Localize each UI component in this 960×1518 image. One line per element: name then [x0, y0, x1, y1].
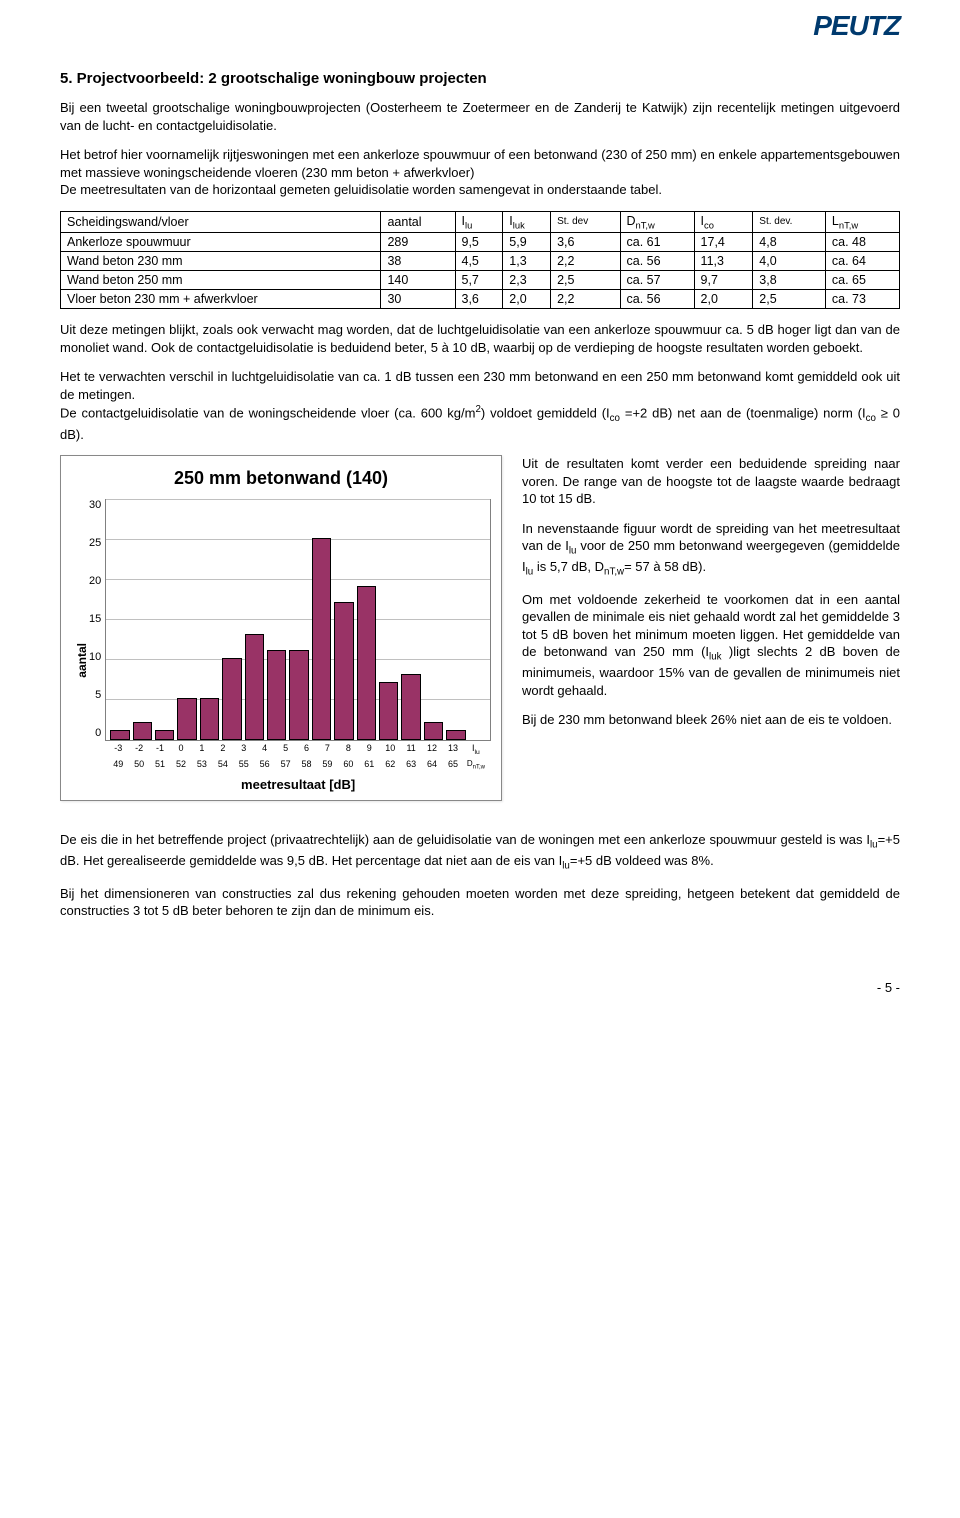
table-cell: 3,8 [753, 271, 826, 290]
para-4: De eis die in het betreffende project (p… [60, 831, 900, 873]
table-cell: 140 [381, 271, 455, 290]
table-header: Ilu [455, 211, 503, 233]
para-2: Het te verwachten verschil in luchtgelui… [60, 368, 900, 403]
table-cell: Wand beton 230 mm [61, 252, 381, 271]
chart-bar [312, 538, 331, 740]
table-header: Scheidingswand/vloer [61, 211, 381, 233]
table-cell: 2,0 [503, 290, 551, 309]
table-row: Ankerloze spouwmuur2899,55,93,6ca. 6117,… [61, 233, 900, 252]
table-header: DnT,w [620, 211, 694, 233]
chart-bar [110, 730, 129, 740]
right-para-3: Om met voldoende zekerheid te voorkomen … [522, 591, 900, 699]
chart-bar [289, 650, 308, 740]
page-footer: - 5 - [60, 980, 900, 995]
chart-xaxis-bottom: 4950515253545556575859606162636465DnT,w [105, 757, 491, 771]
table-cell: ca. 48 [825, 233, 899, 252]
table-cell: 9,5 [455, 233, 503, 252]
para-5: Bij het dimensioneren van constructies z… [60, 885, 900, 920]
chart-title: 250 mm betonwand (140) [71, 468, 491, 489]
logo: PEUTZ [813, 10, 900, 42]
table-header: St. dev [551, 211, 620, 233]
table-header: aantal [381, 211, 455, 233]
chart-bar [334, 602, 353, 740]
table-cell: 2,5 [753, 290, 826, 309]
table-cell: ca. 57 [620, 271, 694, 290]
chart-bar [245, 634, 264, 740]
chart-bar [155, 730, 174, 740]
chart-bar [267, 650, 286, 740]
table-cell: ca. 65 [825, 271, 899, 290]
table-cell: Wand beton 250 mm [61, 271, 381, 290]
chart-plot [105, 499, 491, 741]
intro-para-2: Het betrof hier voornamelijk rijtjeswoni… [60, 146, 900, 181]
table-cell: 5,9 [503, 233, 551, 252]
chart-ylabel: aantal [71, 613, 89, 678]
table-cell: 2,0 [694, 290, 753, 309]
chart-bar [357, 586, 376, 740]
table-cell: 2,5 [551, 271, 620, 290]
para-3: De contactgeluidisolatie van de woningsc… [60, 403, 900, 443]
table-cell: ca. 56 [620, 290, 694, 309]
intro-para-3: De meetresultaten van de horizontaal gem… [60, 181, 900, 199]
table-header: Ico [694, 211, 753, 233]
table-cell: Ankerloze spouwmuur [61, 233, 381, 252]
table-cell: 1,3 [503, 252, 551, 271]
chart-bar [200, 698, 219, 740]
table-cell: ca. 64 [825, 252, 899, 271]
table-cell: 2,3 [503, 271, 551, 290]
right-para-2: In nevenstaande figuur wordt de spreidin… [522, 520, 900, 579]
logo-text: PEUTZ [813, 10, 900, 42]
results-table: Scheidingswand/vloeraantalIluIlukSt. dev… [60, 211, 900, 310]
para-1: Uit deze metingen blijkt, zoals ook verw… [60, 321, 900, 356]
table-cell: 4,8 [753, 233, 826, 252]
chart-yaxis: 302520151050 [89, 499, 105, 739]
table-header: Iluk [503, 211, 551, 233]
table-cell: 11,3 [694, 252, 753, 271]
table-cell: Vloer beton 230 mm + afwerkvloer [61, 290, 381, 309]
right-para-1: Uit de resultaten komt verder een beduid… [522, 455, 900, 508]
right-column: Uit de resultaten komt verder een beduid… [522, 455, 900, 741]
table-cell: 3,6 [455, 290, 503, 309]
table-cell: 2,2 [551, 290, 620, 309]
table-cell: 4,0 [753, 252, 826, 271]
table-cell: 9,7 [694, 271, 753, 290]
table-header: LnT,w [825, 211, 899, 233]
table-row: Vloer beton 230 mm + afwerkvloer303,62,0… [61, 290, 900, 309]
table-cell: 4,5 [455, 252, 503, 271]
histogram-chart: 250 mm betonwand (140) aantal 3025201510… [60, 455, 502, 801]
chart-bar [133, 722, 152, 740]
chart-xaxis-top: -3-2-1012345678910111213Ilu [105, 741, 491, 757]
chart-bar [446, 730, 465, 740]
table-cell: 38 [381, 252, 455, 271]
right-para-4: Bij de 230 mm betonwand bleek 26% niet a… [522, 711, 900, 729]
intro-para-1: Bij een tweetal grootschalige woningbouw… [60, 99, 900, 134]
table-cell: ca. 56 [620, 252, 694, 271]
table-cell: ca. 61 [620, 233, 694, 252]
table-cell: 5,7 [455, 271, 503, 290]
table-cell: 2,2 [551, 252, 620, 271]
chart-bar [401, 674, 420, 740]
section-heading: 5. Projectvoorbeeld: 2 grootschalige won… [60, 70, 900, 87]
table-row: Wand beton 250 mm1405,72,32,5ca. 579,73,… [61, 271, 900, 290]
table-cell: 3,6 [551, 233, 620, 252]
table-cell: 30 [381, 290, 455, 309]
table-cell: ca. 73 [825, 290, 899, 309]
table-row: Wand beton 230 mm384,51,32,2ca. 5611,34,… [61, 252, 900, 271]
table-cell: 17,4 [694, 233, 753, 252]
chart-bar [222, 658, 241, 740]
chart-bar [424, 722, 443, 740]
table-cell: 289 [381, 233, 455, 252]
chart-bar [379, 682, 398, 740]
chart-bar [177, 698, 196, 740]
table-header: St. dev. [753, 211, 826, 233]
chart-xlabel: meetresultaat [dB] [105, 777, 491, 792]
